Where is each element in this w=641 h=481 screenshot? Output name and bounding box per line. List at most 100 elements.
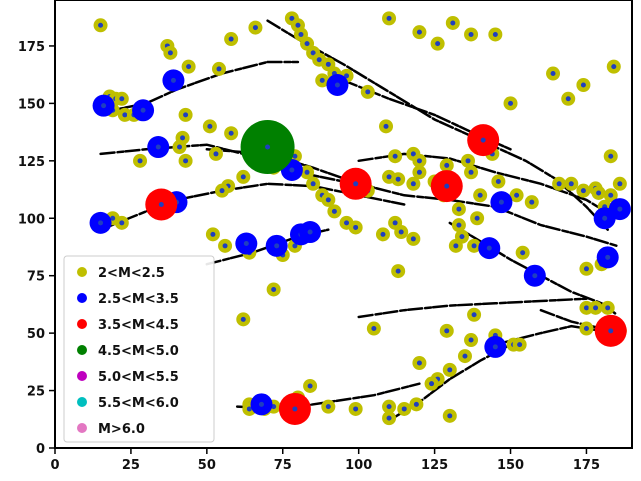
legend-marker-1 (77, 293, 87, 303)
point-center-s0-82 (344, 220, 350, 226)
point-center-s0-74 (556, 181, 562, 187)
point-center-s0-5 (216, 66, 222, 72)
legend-marker-3 (77, 345, 87, 355)
point-center-s0-83 (353, 224, 359, 230)
point-center-s1-5 (98, 220, 104, 226)
point-center-s0-60 (392, 153, 398, 159)
point-center-s0-135 (325, 404, 331, 410)
point-center-s1-7 (243, 241, 249, 247)
point-center-s0-2 (167, 50, 173, 56)
trace-3 (266, 19, 609, 231)
point-center-s0-81 (331, 208, 337, 214)
point-center-s0-93 (474, 215, 480, 221)
point-center-s0-30 (608, 153, 614, 159)
y-axis: 0 25 50 75 100 125 150 175 (18, 40, 55, 457)
point-center-s0-118 (444, 328, 450, 334)
point-center-s0-132 (246, 406, 252, 412)
point-center-s0-139 (413, 401, 419, 407)
point-center-s0-85 (398, 229, 404, 235)
y-tick-label-1: 25 (27, 385, 45, 400)
point-center-s0-106 (110, 215, 116, 221)
y-tick-label-4: 100 (18, 212, 45, 227)
x-tick-label-6: 150 (497, 458, 524, 473)
point-center-s0-15 (319, 77, 325, 83)
point-center-s0-45 (177, 144, 183, 150)
point-center-s0-48 (213, 151, 219, 157)
point-center-s0-103 (605, 305, 611, 311)
point-center-s0-122 (517, 342, 523, 348)
legend-marker-4 (77, 371, 87, 381)
point-center-s0-95 (456, 206, 462, 212)
point-center-s0-54 (219, 188, 225, 194)
point-center-s0-109 (210, 231, 216, 237)
legend-marker-0 (77, 267, 87, 277)
point-center-s0-23 (468, 31, 474, 37)
point-center-s0-126 (429, 381, 435, 387)
point-center-s1-4 (334, 82, 340, 88)
point-center-s0-64 (410, 181, 416, 187)
point-center-s0-76 (580, 188, 586, 194)
point-center-s1-22 (498, 199, 504, 205)
point-center-s1-17 (259, 401, 265, 407)
x-tick-label-7: 175 (573, 458, 600, 473)
point-center-s0-71 (495, 178, 501, 184)
point-center-s0-50 (292, 153, 298, 159)
point-center-s0-75 (568, 181, 574, 187)
x-tick-label-3: 75 (274, 458, 292, 473)
point-center-s0-96 (477, 192, 483, 198)
trace-9 (357, 297, 588, 319)
point-center-s0-107 (119, 220, 125, 226)
x-tick-label-4: 100 (345, 458, 372, 473)
point-center-s0-38 (122, 112, 128, 118)
y-tick-label-6: 150 (18, 97, 45, 112)
legend-marker-2 (77, 319, 87, 329)
point-center-s0-92 (453, 243, 459, 249)
point-center-s0-7 (289, 15, 295, 21)
point-center-s1-12 (532, 273, 538, 279)
legend-marker-5 (77, 397, 87, 407)
point-center-s1-16 (492, 344, 498, 350)
point-center-s0-21 (435, 41, 441, 47)
point-center-s0-3 (228, 36, 234, 42)
x-tick-label-1: 25 (122, 458, 140, 473)
y-tick-label-0: 0 (36, 442, 45, 457)
point-center-s0-16 (344, 73, 350, 79)
point-center-s0-36 (119, 96, 125, 102)
point-center-s0-124 (447, 367, 453, 373)
point-center-s0-73 (529, 199, 535, 205)
x-tick-label-0: 0 (50, 458, 59, 473)
point-center-s0-77 (596, 190, 602, 196)
point-center-s0-17 (365, 89, 371, 95)
point-center-s0-22 (450, 20, 456, 26)
point-center-s0-113 (292, 243, 298, 249)
point-center-s0-91 (471, 243, 477, 249)
point-center-s0-123 (468, 337, 474, 343)
point-center-s0-18 (383, 123, 389, 129)
legend-label-2: 3.5<M<4.5 (98, 318, 179, 333)
point-center-s0-59 (386, 174, 392, 180)
point-center-s2-2 (444, 183, 450, 189)
point-center-s0-9 (298, 31, 304, 37)
point-center-s2-0 (158, 201, 164, 207)
point-center-s0-67 (444, 162, 450, 168)
point-center-s0-89 (456, 222, 462, 228)
legend: 2<M<2.5 2.5<M<3.5 3.5<M<4.5 4.5<M<5.0 5.0<M<… (63, 255, 215, 443)
point-center-s0-117 (371, 326, 377, 332)
point-center-s0-87 (392, 220, 398, 226)
point-center-s2-1 (353, 181, 359, 187)
point-center-s1-10 (307, 229, 313, 235)
y-tick-label-5: 125 (18, 155, 45, 170)
point-center-s0-68 (465, 158, 471, 164)
point-center-s0-84 (380, 231, 386, 237)
point-center-s0-4 (186, 64, 192, 70)
point-center-s0-104 (583, 326, 589, 332)
point-center-s0-19 (386, 15, 392, 21)
point-center-s0-115 (271, 286, 277, 292)
point-center-s0-86 (410, 236, 416, 242)
point-center-s0-0 (98, 22, 104, 28)
point-center-s1-11 (486, 245, 492, 251)
point-center-s0-26 (550, 71, 556, 77)
plot-frame (54, 0, 633, 449)
point-center-s0-101 (583, 305, 589, 311)
